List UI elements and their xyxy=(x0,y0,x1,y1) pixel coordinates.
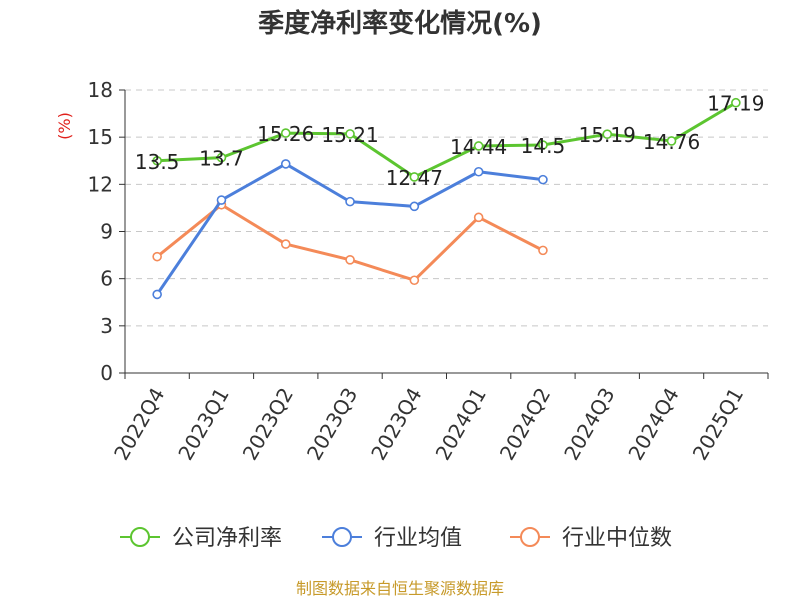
series-point-1 xyxy=(152,289,162,300)
series-layer xyxy=(152,97,741,300)
legend: 公司净利率 行业均值 行业中位数 xyxy=(120,526,672,551)
data-label: 15.19 xyxy=(579,123,636,147)
legend-label-1: 行业均值 xyxy=(374,526,462,551)
chart-title: 季度净利率变化情况(%) xyxy=(258,8,542,39)
series-point-2 xyxy=(473,212,484,223)
series-point-2 xyxy=(280,239,291,249)
data-label: 14.5 xyxy=(521,134,566,158)
x-tick-label: 2025Q1 xyxy=(688,384,748,465)
series-point-2 xyxy=(345,254,355,265)
series-point-2 xyxy=(538,245,548,256)
series-line-0 xyxy=(157,101,737,179)
grid-lines xyxy=(125,89,768,327)
series-point-1 xyxy=(216,195,227,205)
data-label: 12.47 xyxy=(386,166,443,190)
y-tick-label: 6 xyxy=(100,267,113,291)
series-point-0 xyxy=(538,140,548,150)
x-tick-label: 2024Q1 xyxy=(431,384,491,465)
x-tick-label: 2022Q4 xyxy=(109,384,169,465)
y-axis-label: (%) xyxy=(55,112,74,140)
legend-label-0: 公司净利率 xyxy=(172,526,282,551)
series-point-0 xyxy=(409,172,420,182)
legend-marker-0 xyxy=(130,527,150,547)
data-labels: 13.5 13.7 15.26 15.21 12.47 14.44 14.5 15.19 14.… xyxy=(135,92,765,190)
series-point-1 xyxy=(409,201,420,212)
series-point-0 xyxy=(666,136,677,146)
data-label: 14.44 xyxy=(450,135,507,159)
data-label: 17.19 xyxy=(707,92,764,116)
series-point-0 xyxy=(473,141,484,151)
data-label: 13.7 xyxy=(199,147,244,171)
series-point-1 xyxy=(538,174,548,185)
series-point-1 xyxy=(345,196,355,207)
x-tick-label: 2024Q4 xyxy=(623,384,683,465)
series-point-0 xyxy=(280,128,291,138)
series-point-0 xyxy=(602,129,613,139)
y-tick-label: 3 xyxy=(100,314,113,338)
data-label: 14.76 xyxy=(643,130,700,154)
legend-marker-1 xyxy=(332,527,352,547)
x-tick-label: 2023Q4 xyxy=(366,384,426,465)
y-tick-label: 15 xyxy=(88,125,113,149)
series-line-2 xyxy=(156,203,544,282)
data-label: 15.26 xyxy=(257,122,314,146)
series-point-0 xyxy=(345,129,355,139)
series-point-0 xyxy=(216,152,227,163)
series-point-0 xyxy=(152,155,162,166)
series-point-2 xyxy=(409,275,420,286)
legend-label-2: 行业中位数 xyxy=(562,526,672,551)
series-point-0 xyxy=(731,97,741,108)
y-tick-label: 9 xyxy=(100,220,113,244)
series-line-1 xyxy=(155,162,544,296)
y-tick-label: 12 xyxy=(88,172,113,196)
data-label: 15.21 xyxy=(321,123,378,147)
data-label: 13.5 xyxy=(135,150,180,174)
x-tick-label: 2024Q3 xyxy=(559,384,619,465)
y-tick-label: 18 xyxy=(88,78,113,102)
series-point-2 xyxy=(152,251,162,262)
series-point-1 xyxy=(280,159,291,169)
x-tick-label: 2024Q2 xyxy=(495,384,555,465)
x-tick-label: 2023Q2 xyxy=(238,384,298,465)
x-tick-label: 2023Q3 xyxy=(302,384,362,465)
source-note: 制图数据来自恒生聚源数据库 xyxy=(296,579,504,598)
y-tick-label: 0 xyxy=(100,361,113,385)
series-point-1 xyxy=(473,166,484,177)
x-tick-label: 2023Q1 xyxy=(173,384,233,465)
legend-marker-2 xyxy=(520,527,540,547)
